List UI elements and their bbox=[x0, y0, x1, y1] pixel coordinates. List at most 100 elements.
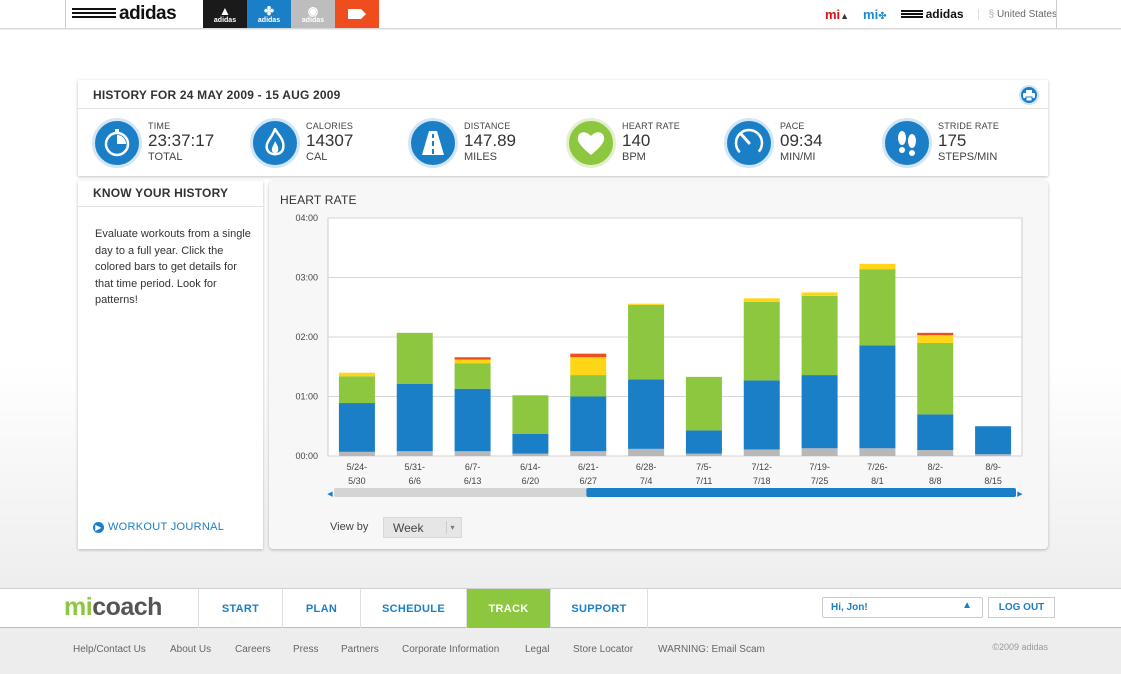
bar-segment[interactable] bbox=[454, 359, 491, 364]
x-tick-label: 6/13 bbox=[464, 476, 482, 486]
adidas-mini-icon: ▲ bbox=[840, 10, 850, 21]
bar-segment[interactable] bbox=[859, 269, 896, 346]
bar-segment[interactable] bbox=[801, 295, 838, 376]
brand-tab-tag[interactable] bbox=[335, 0, 379, 28]
footer-link[interactable]: Press bbox=[293, 644, 319, 655]
bar-segment[interactable] bbox=[512, 453, 549, 456]
scroll-right-icon[interactable]: ▶ bbox=[1017, 491, 1023, 498]
bar-segment[interactable] bbox=[743, 449, 780, 456]
bar-segment[interactable] bbox=[917, 335, 954, 343]
bar-segment[interactable] bbox=[628, 303, 665, 305]
footer-link[interactable]: WARNING: Email Scam bbox=[658, 644, 765, 655]
nav-start[interactable]: START bbox=[198, 589, 282, 628]
micoach-nav-bar: micoach START PLAN SCHEDULE TRACK SUPPOR… bbox=[0, 588, 1121, 628]
bar-segment[interactable] bbox=[454, 388, 491, 452]
bar-segment[interactable] bbox=[859, 263, 896, 270]
micoach-logo[interactable]: micoach bbox=[64, 593, 162, 622]
bar-segment[interactable] bbox=[454, 357, 491, 360]
y-tick-label: 04:00 bbox=[295, 213, 318, 223]
bar-segment[interactable] bbox=[801, 375, 838, 449]
nav-plan[interactable]: PLAN bbox=[282, 589, 360, 628]
adidas-logo[interactable]: adidas bbox=[65, 0, 203, 28]
bar-segment[interactable] bbox=[338, 372, 375, 377]
logout-button[interactable]: LOG OUT bbox=[988, 597, 1055, 618]
footer-link[interactable]: Store Locator bbox=[573, 644, 634, 655]
printer-icon bbox=[1023, 89, 1035, 101]
bar-segment[interactable] bbox=[859, 448, 896, 456]
workout-journal-label: WORKOUT JOURNAL bbox=[108, 521, 225, 533]
bar-segment[interactable] bbox=[628, 448, 665, 456]
bar-segment[interactable] bbox=[917, 332, 954, 336]
bar-segment[interactable] bbox=[454, 363, 491, 389]
bar-segment[interactable] bbox=[512, 433, 549, 454]
bar-segment[interactable] bbox=[454, 451, 491, 456]
heart-icon bbox=[566, 118, 616, 168]
bar-segment[interactable] bbox=[396, 451, 433, 456]
x-tick-label: 7/18 bbox=[753, 476, 771, 486]
footer-link[interactable]: Corporate Information bbox=[402, 644, 500, 655]
bar-segment[interactable] bbox=[859, 345, 896, 449]
footer: Help/Contact Us About Us Careers Press P… bbox=[0, 630, 1121, 674]
performance-logo-icon: ▲ bbox=[219, 3, 231, 18]
brand-tab-performance[interactable]: ▲ adidas bbox=[203, 0, 247, 28]
y-tick-label: 00:00 bbox=[295, 451, 318, 461]
mi-red-text: mi bbox=[824, 6, 841, 22]
bar-segment[interactable] bbox=[570, 396, 607, 452]
stat-value: 14307 bbox=[306, 131, 354, 150]
mi-originals-logo[interactable]: mi✤ bbox=[863, 7, 887, 22]
bar-segment[interactable] bbox=[512, 395, 549, 434]
bar-segment[interactable] bbox=[685, 453, 722, 456]
brand-tab-originals[interactable]: ✤ adidas bbox=[247, 0, 291, 28]
bar-segment[interactable] bbox=[917, 450, 954, 456]
nav-track[interactable]: TRACK bbox=[466, 589, 550, 628]
bar-segment[interactable] bbox=[338, 451, 375, 456]
brand-tab-style[interactable]: ◉ adidas bbox=[291, 0, 335, 28]
bar-segment[interactable] bbox=[801, 448, 838, 456]
nav-support[interactable]: SUPPORT bbox=[550, 589, 648, 628]
x-tick-label: 8/1 bbox=[871, 476, 884, 486]
bar-segment[interactable] bbox=[743, 298, 780, 302]
footer-link[interactable]: Help/Contact Us bbox=[73, 644, 146, 655]
bar-segment[interactable] bbox=[685, 376, 722, 431]
bar-segment[interactable] bbox=[396, 384, 433, 452]
view-by-value: Week bbox=[393, 521, 424, 535]
user-menu[interactable]: Hi, Jon! ▲ bbox=[822, 597, 983, 618]
bar-segment[interactable] bbox=[396, 332, 433, 385]
footer-link[interactable]: Careers bbox=[235, 644, 271, 655]
footer-link[interactable]: About Us bbox=[170, 644, 212, 655]
bar-segment[interactable] bbox=[628, 379, 665, 449]
country-selector[interactable]: § United States bbox=[977, 8, 1057, 20]
stat-unit: MILES bbox=[464, 151, 498, 163]
bar-segment[interactable] bbox=[628, 304, 665, 380]
timeline-scrollbar-thumb[interactable] bbox=[586, 488, 1016, 497]
bar-segment[interactable] bbox=[975, 426, 1012, 455]
view-by-select[interactable]: Week ▾ bbox=[383, 517, 462, 538]
bar-segment[interactable] bbox=[743, 301, 780, 381]
bar-segment[interactable] bbox=[338, 403, 375, 452]
nav-schedule[interactable]: SCHEDULE bbox=[360, 589, 466, 628]
bar-segment[interactable] bbox=[570, 357, 607, 376]
bar-segment[interactable] bbox=[975, 454, 1012, 456]
scroll-left-icon[interactable]: ◀ bbox=[327, 491, 333, 498]
footer-link[interactable]: Legal bbox=[525, 644, 550, 655]
bar-segment[interactable] bbox=[917, 342, 954, 415]
footer-link[interactable]: Partners bbox=[341, 644, 379, 655]
stat-label: PACE bbox=[780, 121, 805, 131]
mi-blue-text: mi bbox=[863, 6, 879, 22]
bar-segment[interactable] bbox=[743, 380, 780, 450]
bar-segment[interactable] bbox=[338, 376, 375, 404]
stat-unit: BPM bbox=[622, 151, 646, 163]
logo-mi: mi bbox=[64, 593, 93, 621]
bar-segment[interactable] bbox=[917, 414, 954, 451]
mi-adidas-logo[interactable]: mi▲ bbox=[825, 7, 849, 22]
bar-segment[interactable] bbox=[570, 451, 607, 456]
print-button[interactable] bbox=[1019, 85, 1039, 105]
adidas-small-logo[interactable]: adidas bbox=[900, 7, 964, 21]
bar-segment[interactable] bbox=[570, 353, 607, 358]
bar-segment[interactable] bbox=[801, 292, 838, 296]
workout-journal-link[interactable]: ▶ WORKOUT JOURNAL bbox=[93, 521, 224, 533]
flame-icon bbox=[250, 118, 300, 168]
bar-segment[interactable] bbox=[685, 430, 722, 454]
tag-icon bbox=[348, 9, 366, 19]
bar-segment[interactable] bbox=[570, 375, 607, 397]
